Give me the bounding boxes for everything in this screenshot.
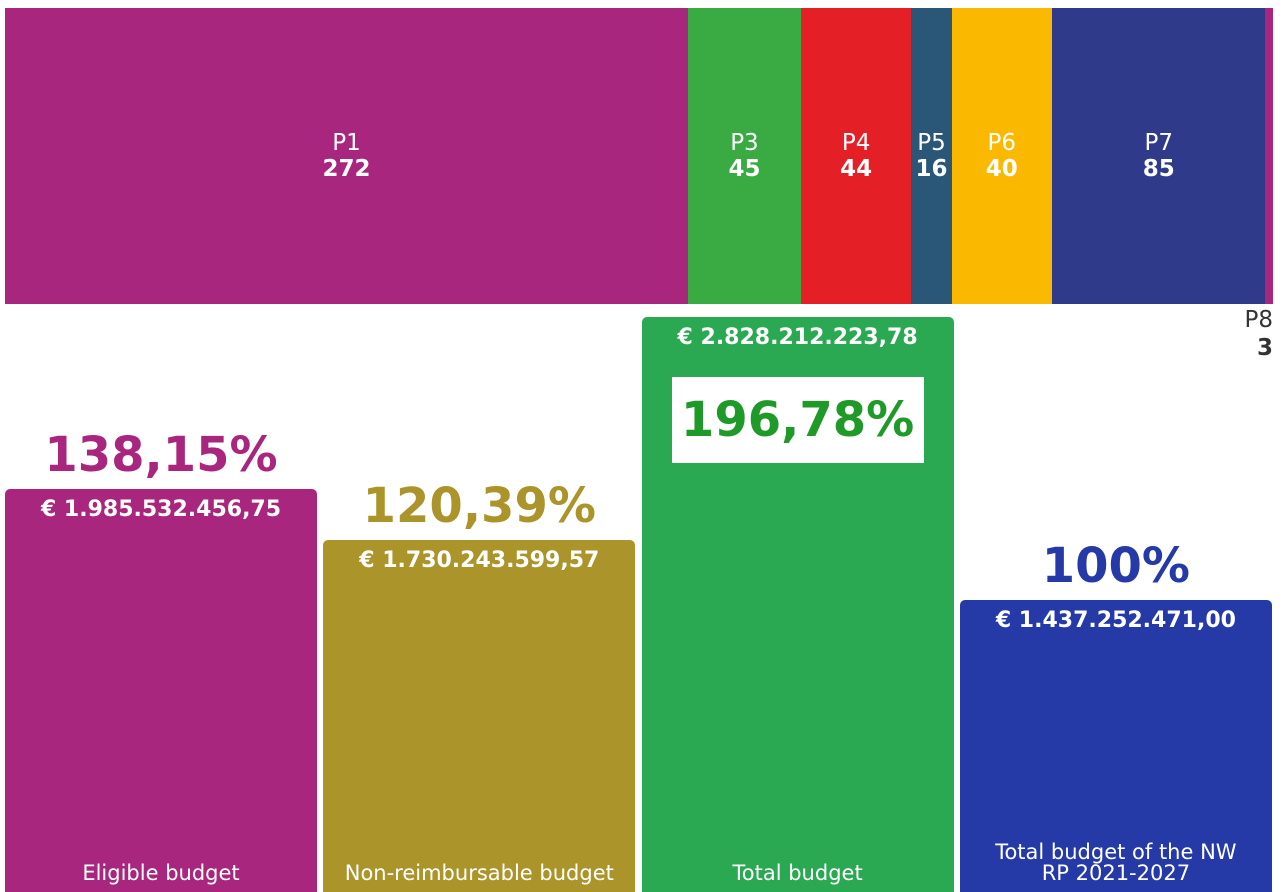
- strip-segment: P4 44: [800, 8, 912, 304]
- percent-label: 100%: [1041, 538, 1191, 594]
- segment-value: 45: [728, 156, 761, 182]
- strip-segment: P5 16: [911, 8, 952, 304]
- segment-name: P8: [1244, 307, 1273, 333]
- segment-value: 44: [840, 156, 873, 182]
- segment-value: 40: [985, 156, 1018, 182]
- segment-value: 16: [915, 156, 948, 182]
- segment-name: P6: [987, 130, 1017, 156]
- strip-segment: [1265, 8, 1273, 304]
- strip-segment: P3 45: [687, 8, 801, 304]
- segment-name: P1: [332, 130, 361, 156]
- category-label: Total budget: [732, 861, 863, 885]
- bar: [5, 488, 317, 892]
- segment-name: P5: [917, 130, 946, 156]
- percent-label: 138,15%: [44, 426, 278, 483]
- bar: [323, 540, 636, 892]
- percent-label: 196,78%: [671, 377, 924, 464]
- amount-label: € 2.828.212.223,78: [677, 325, 918, 351]
- category-label: Eligible budget: [82, 861, 240, 885]
- segment-value: 272: [322, 156, 371, 182]
- strip-segment: P7 85: [1052, 8, 1266, 304]
- strip-segment: P6 40: [951, 8, 1053, 304]
- segment-name: P4: [841, 130, 871, 156]
- bar: [959, 600, 1272, 892]
- category-label: Non-reimbursable budget: [344, 861, 614, 885]
- segment-name: P7: [1144, 130, 1173, 156]
- amount-label: € 1.730.243.599,57: [359, 548, 600, 574]
- amount-label: € 1.985.532.456,75: [40, 496, 282, 522]
- outside-label: P8 3: [1213, 306, 1273, 362]
- segment-name: P3: [730, 130, 759, 156]
- segment-value: 85: [1142, 156, 1175, 182]
- percent-label: 120,39%: [362, 478, 596, 535]
- strip-segment: P1 272: [5, 8, 688, 304]
- amount-label: € 1.437.252.471,00: [995, 608, 1236, 633]
- category-label: Total budget of the NW RP 2021-2027: [995, 840, 1237, 885]
- segment-value: 3: [1256, 335, 1273, 361]
